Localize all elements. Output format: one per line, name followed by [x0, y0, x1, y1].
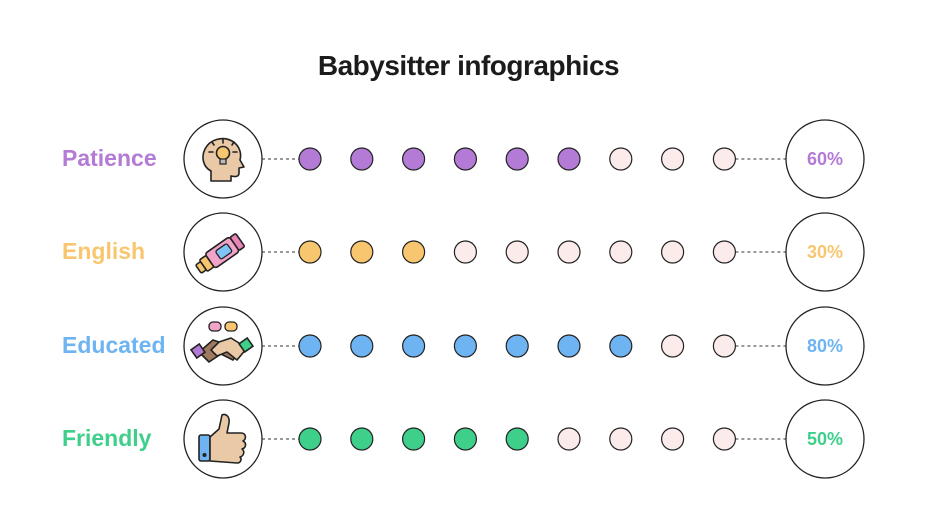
row-label: Patience — [62, 145, 157, 171]
dot-filled — [298, 147, 322, 171]
row-label: Educated — [62, 332, 166, 358]
percent-circle — [785, 399, 865, 479]
dot-empty — [505, 240, 529, 264]
percent-label: 30% — [806, 242, 844, 262]
dot-empty — [609, 240, 633, 264]
dot-empty — [660, 427, 685, 451]
dot-filled — [505, 427, 529, 451]
dot-filled — [609, 334, 633, 358]
dot-filled — [402, 334, 426, 358]
dot-filled — [350, 334, 374, 358]
dot-empty — [712, 334, 737, 358]
dot-empty — [660, 147, 685, 171]
dot-filled — [402, 240, 426, 264]
dot-filled — [350, 240, 374, 264]
percent-label: 60% — [806, 149, 844, 169]
percent-label: 50% — [806, 429, 844, 449]
dot-filled — [453, 427, 477, 451]
dot-empty — [712, 147, 737, 171]
dot-filled — [557, 334, 581, 358]
dot-empty — [557, 240, 581, 264]
percent-circle — [785, 212, 865, 292]
page-title: Babysitter infographics — [317, 50, 620, 81]
dot-filled — [298, 334, 322, 358]
dot-empty — [660, 240, 685, 264]
dot-filled — [453, 147, 477, 171]
dot-filled — [298, 240, 322, 264]
percent-circle — [785, 306, 865, 386]
row-label: Friendly — [62, 425, 152, 451]
thumbs-up-icon — [198, 413, 247, 464]
dot-filled — [350, 427, 374, 451]
dot-empty — [557, 427, 581, 451]
dot-filled — [557, 147, 581, 171]
dot-empty — [660, 334, 685, 358]
dot-filled — [402, 147, 426, 171]
dot-empty — [712, 427, 737, 451]
dot-empty — [712, 240, 737, 264]
dot-filled — [350, 147, 374, 171]
glue-stick-icon — [195, 233, 246, 274]
dot-filled — [453, 334, 477, 358]
dot-filled — [298, 427, 322, 451]
row-label: English — [62, 238, 146, 264]
handshake-icon — [189, 321, 255, 363]
dot-empty — [609, 147, 633, 171]
dot-filled — [505, 334, 529, 358]
dot-filled — [505, 147, 529, 171]
dot-empty — [609, 427, 633, 451]
percent-circle — [785, 119, 865, 199]
percent-label: 80% — [806, 336, 844, 356]
head-lightbulb-icon — [202, 137, 245, 182]
dot-filled — [402, 427, 426, 451]
dot-empty — [453, 240, 477, 264]
